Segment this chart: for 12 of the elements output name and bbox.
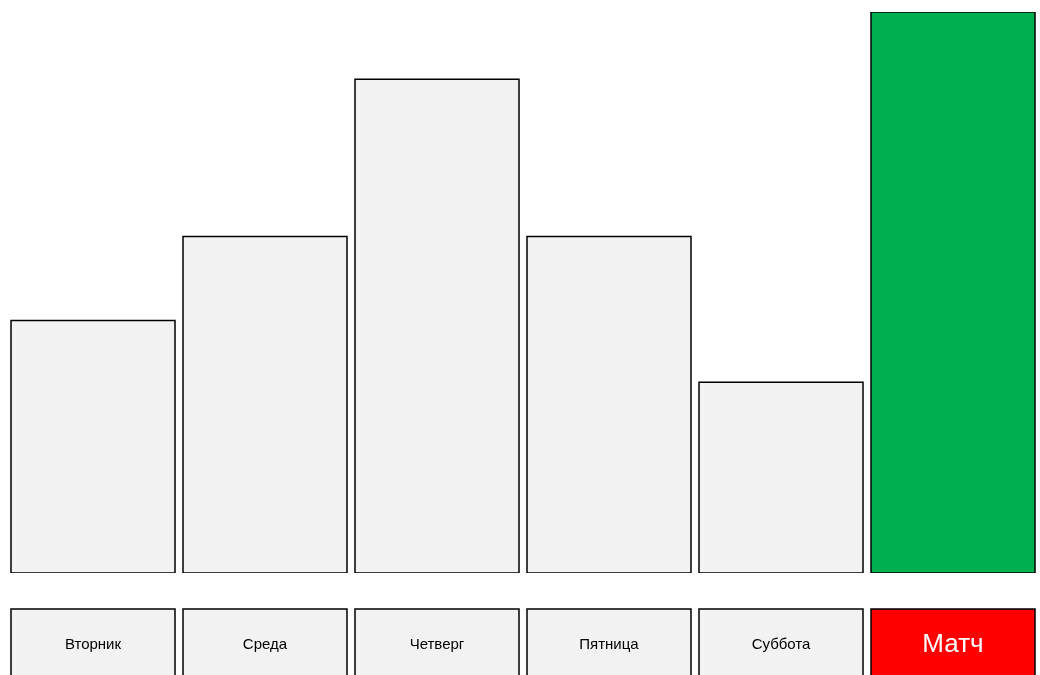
bar <box>526 235 692 573</box>
x-tick-label: Пятница <box>579 634 640 652</box>
bar <box>10 319 176 573</box>
x-tick-label: Среда <box>242 634 288 652</box>
x-tick-label: Четверг <box>409 634 465 652</box>
bar <box>354 78 520 573</box>
x-tick-label: Матч <box>922 627 984 658</box>
bar <box>182 235 348 573</box>
x-tick-label: Суббота <box>751 634 812 652</box>
bar <box>870 12 1036 573</box>
bar <box>698 381 864 573</box>
x-tick-label: Вторник <box>64 634 122 652</box>
